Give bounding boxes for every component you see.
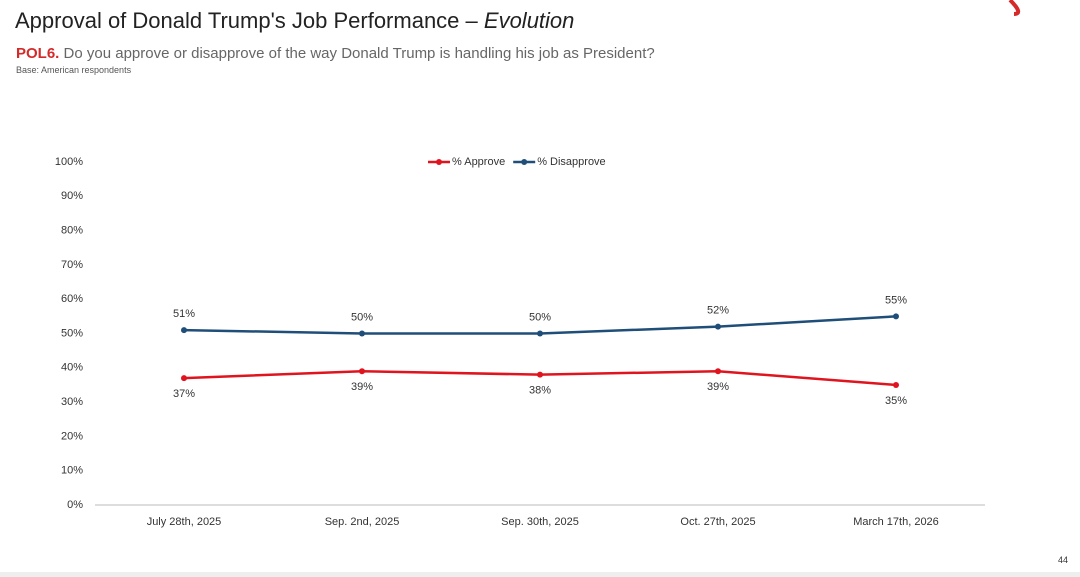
data-label: 37%	[173, 388, 195, 400]
y-tick-label: 100%	[55, 156, 83, 168]
legend-label: % Disapprove	[537, 156, 605, 168]
data-label: 39%	[351, 381, 373, 393]
point	[893, 313, 899, 320]
y-tick-label: 70%	[61, 259, 83, 271]
question: POL6. Do you approve or disapprove of th…	[16, 45, 655, 62]
slide-title: Approval of Donald Trump's Job Performan…	[15, 8, 574, 34]
y-tick-label: 30%	[61, 396, 83, 408]
legend-marker	[436, 159, 442, 165]
point	[181, 375, 187, 382]
x-tick-label: Sep. 30th, 2025	[501, 516, 579, 528]
title-emphasis: Evolution	[483, 8, 575, 33]
y-tick-label: 60%	[61, 293, 83, 305]
x-tick-label: July 28th, 2025	[147, 516, 222, 528]
legend-marker	[521, 159, 528, 165]
point	[181, 327, 187, 334]
legend-label: % Approve	[452, 156, 505, 168]
logo	[1008, 0, 1021, 16]
point	[893, 381, 899, 388]
y-tick-label: 10%	[61, 465, 83, 477]
base-note: Base: American respondents	[16, 65, 132, 75]
y-tick-label: 90%	[61, 190, 83, 202]
question-text: Do you approve or disapprove of the way …	[63, 45, 655, 62]
question-code: POL6.	[16, 45, 60, 62]
point	[537, 371, 543, 378]
data-label: 51%	[173, 308, 195, 320]
x-tick-label: March 17th, 2026	[853, 516, 939, 528]
point	[715, 323, 721, 330]
point	[537, 330, 543, 337]
y-tick-label: 80%	[61, 225, 83, 237]
point	[715, 368, 721, 375]
data-label: 50%	[351, 311, 373, 323]
data-label: 52%	[707, 305, 729, 317]
page-number: 44	[1057, 555, 1068, 565]
y-tick-label: 0%	[67, 499, 83, 511]
y-tick-label: 20%	[61, 430, 83, 442]
data-label: 55%	[885, 294, 907, 306]
data-label: 39%	[707, 381, 729, 393]
footer-bar	[0, 572, 1080, 577]
point	[359, 368, 365, 375]
point	[359, 330, 365, 337]
data-label: 38%	[529, 385, 551, 397]
y-tick-label: 40%	[61, 362, 83, 374]
x-tick-label: Sep. 2nd, 2025	[325, 516, 400, 528]
x-tick-label: Oct. 27th, 2025	[680, 516, 755, 528]
y-tick-label: 50%	[61, 327, 83, 339]
data-label: 50%	[529, 311, 551, 323]
title-text: Approval of Donald Trump's Job Performan…	[15, 8, 478, 33]
data-label: 35%	[885, 395, 907, 407]
